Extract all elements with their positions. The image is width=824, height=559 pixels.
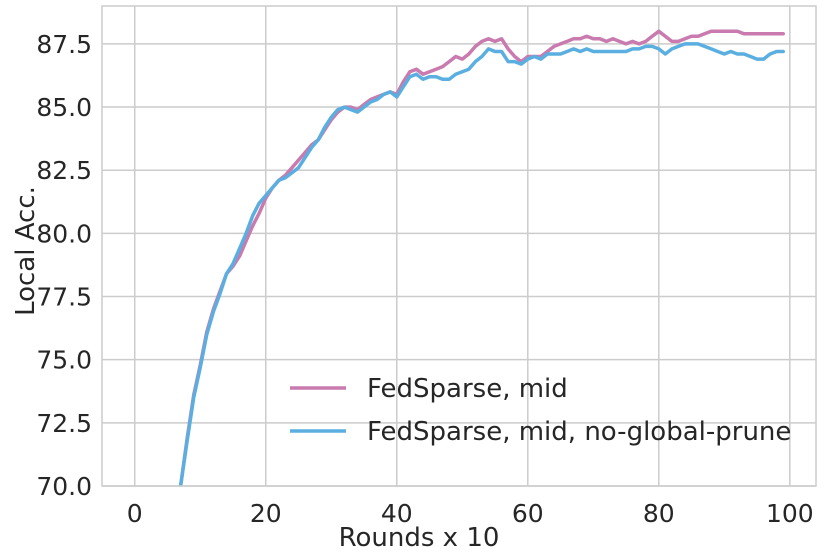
grid [102, 6, 816, 487]
y-tick-label: 70.0 [36, 472, 92, 501]
y-tick-label: 80.0 [36, 219, 92, 248]
x-tick-label: 100 [766, 499, 814, 528]
y-tick-label: 77.5 [36, 283, 92, 312]
y-tick-label: 75.0 [36, 346, 92, 375]
x-axis-label: Rounds x 10 [339, 523, 500, 553]
legend: FedSparse, mid FedSparse, mid, no-global… [290, 374, 791, 447]
tick-labels: 0 20 40 60 80 100 70.0 72.5 75.0 77.5 80.0 82.5 85.0… [36, 30, 813, 528]
x-tick-label: 20 [250, 499, 282, 528]
legend-label-fedsparse-mid: FedSparse, mid [367, 374, 568, 404]
y-axis-label: Local Acc. [11, 186, 41, 316]
y-tick-label: 85.0 [36, 93, 92, 122]
legend-label-fedsparse-mid-no-global-prune: FedSparse, mid, no-global-prune [367, 417, 791, 447]
x-tick-label: 0 [127, 499, 143, 528]
y-tick-label: 82.5 [36, 156, 92, 185]
x-tick-label: 40 [381, 499, 413, 528]
plot-lines [178, 29, 785, 486]
plot-frame [101, 5, 817, 487]
series-line-1 [178, 42, 785, 486]
x-tick-label: 80 [643, 499, 675, 528]
y-tick-label: 72.5 [36, 409, 92, 438]
y-tick-label: 87.5 [36, 30, 92, 59]
x-tick-label: 60 [512, 499, 544, 528]
